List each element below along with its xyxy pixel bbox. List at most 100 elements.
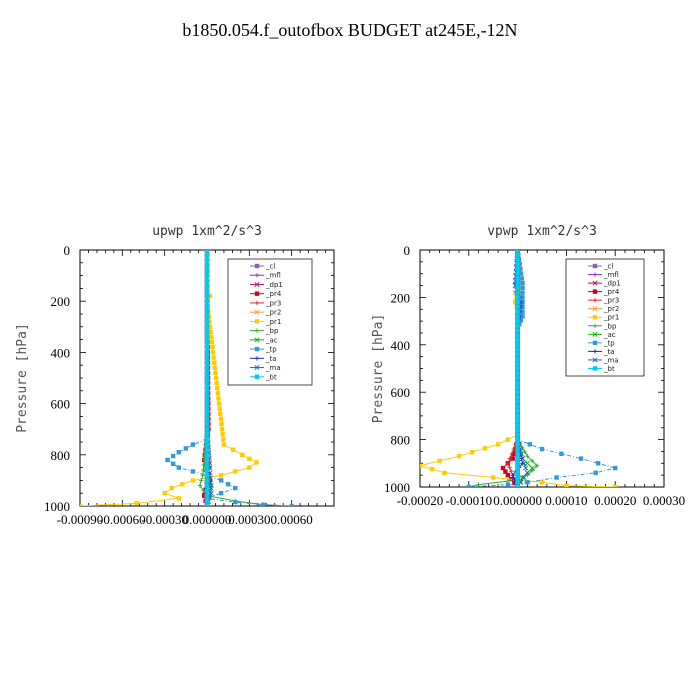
legend-label: _pr3 — [265, 299, 281, 307]
data-point — [509, 451, 514, 457]
data-point — [515, 475, 520, 480]
data-point — [515, 470, 520, 475]
page-title: b1850.054.f_outofbox BUDGET at245E,-12N — [182, 20, 518, 40]
data-point — [254, 319, 260, 324]
data-point — [592, 357, 598, 363]
y-tick-label: 0 — [404, 243, 411, 258]
legend-item: _tp — [588, 339, 615, 347]
data-point — [505, 437, 511, 442]
series-group — [80, 250, 294, 506]
data-point — [592, 323, 598, 328]
data-point — [511, 446, 516, 452]
data-point — [204, 498, 210, 504]
data-point — [515, 423, 520, 428]
y-axis-label: Pressure [hPa] — [15, 323, 30, 433]
data-point — [534, 463, 540, 468]
data-point — [505, 482, 511, 487]
data-point — [515, 352, 520, 357]
data-point — [204, 503, 210, 506]
y-tick-label: 200 — [51, 294, 71, 309]
legend-box — [227, 258, 313, 386]
data-point — [539, 480, 545, 485]
data-point — [208, 485, 214, 491]
data-point — [199, 478, 204, 483]
data-point — [204, 437, 210, 442]
legend-item: _tp — [250, 346, 277, 354]
data-point — [197, 483, 203, 488]
data-point — [515, 257, 520, 262]
data-point — [520, 299, 525, 305]
data-point — [204, 278, 210, 283]
data-point — [515, 385, 520, 390]
data-point — [520, 285, 525, 291]
data-point — [176, 465, 181, 470]
data-point — [221, 437, 226, 442]
data-point — [592, 331, 598, 337]
data-point — [221, 442, 227, 447]
data-point — [520, 290, 525, 295]
data-point — [505, 461, 511, 466]
legend-label: _bp — [265, 327, 279, 335]
data-point — [510, 472, 515, 478]
data-point — [515, 328, 520, 333]
data-point — [592, 340, 598, 346]
legend-label: _ta — [265, 355, 277, 363]
legend-item: _ta — [588, 348, 615, 356]
series-line — [468, 250, 538, 487]
data-point — [515, 318, 520, 324]
x-tick-label: 0.00030 — [643, 493, 685, 508]
x-tick-label: 0.00030 — [228, 512, 270, 527]
data-point — [207, 293, 213, 299]
data-point — [515, 309, 520, 314]
data-point — [218, 491, 224, 496]
data-point — [204, 355, 210, 360]
data-point — [190, 469, 196, 474]
data-point — [254, 309, 260, 315]
legend-label: _bt — [603, 365, 615, 373]
legend-label: _pr4 — [265, 290, 282, 298]
data-point — [592, 289, 598, 294]
data-point — [204, 416, 210, 422]
data-point — [510, 456, 515, 461]
data-point — [518, 318, 524, 323]
data-point — [595, 461, 601, 466]
data-point — [204, 314, 210, 319]
data-point — [578, 456, 584, 461]
data-point — [204, 329, 210, 335]
legend-item: _bt — [588, 365, 615, 373]
legend-item: _dp1 — [588, 280, 621, 288]
data-point — [207, 324, 213, 329]
x-tick-label: 0.00010 — [545, 493, 587, 508]
data-point — [204, 493, 210, 498]
data-point — [204, 263, 210, 268]
data-point — [201, 493, 207, 498]
data-point — [515, 380, 520, 385]
data-point — [254, 273, 260, 278]
data-point — [215, 391, 221, 396]
data-point — [515, 337, 520, 343]
data-point — [233, 485, 238, 491]
data-point — [254, 291, 260, 296]
legend-label: _ma — [603, 356, 619, 364]
data-point — [261, 502, 266, 506]
data-point — [515, 404, 520, 409]
legend-item: _ta — [250, 355, 277, 363]
legend-item: _cl — [588, 263, 613, 271]
data-point — [503, 469, 508, 474]
data-point — [515, 399, 520, 404]
data-point — [204, 421, 210, 427]
legend-label: _ta — [603, 348, 615, 356]
data-point — [515, 451, 520, 457]
legend-label: _mfl — [603, 271, 619, 279]
legend-item: _ac — [250, 336, 278, 344]
legend-label: _pr3 — [603, 297, 619, 305]
data-point — [520, 295, 525, 300]
legend-label: _ac — [603, 331, 616, 339]
data-point — [523, 465, 529, 471]
data-point — [254, 374, 260, 379]
y-tick-label: 800 — [391, 433, 411, 448]
data-point — [204, 467, 210, 473]
legend-label: _cl — [265, 263, 275, 271]
legend-label: _ma — [265, 364, 281, 372]
data-point — [204, 427, 210, 432]
